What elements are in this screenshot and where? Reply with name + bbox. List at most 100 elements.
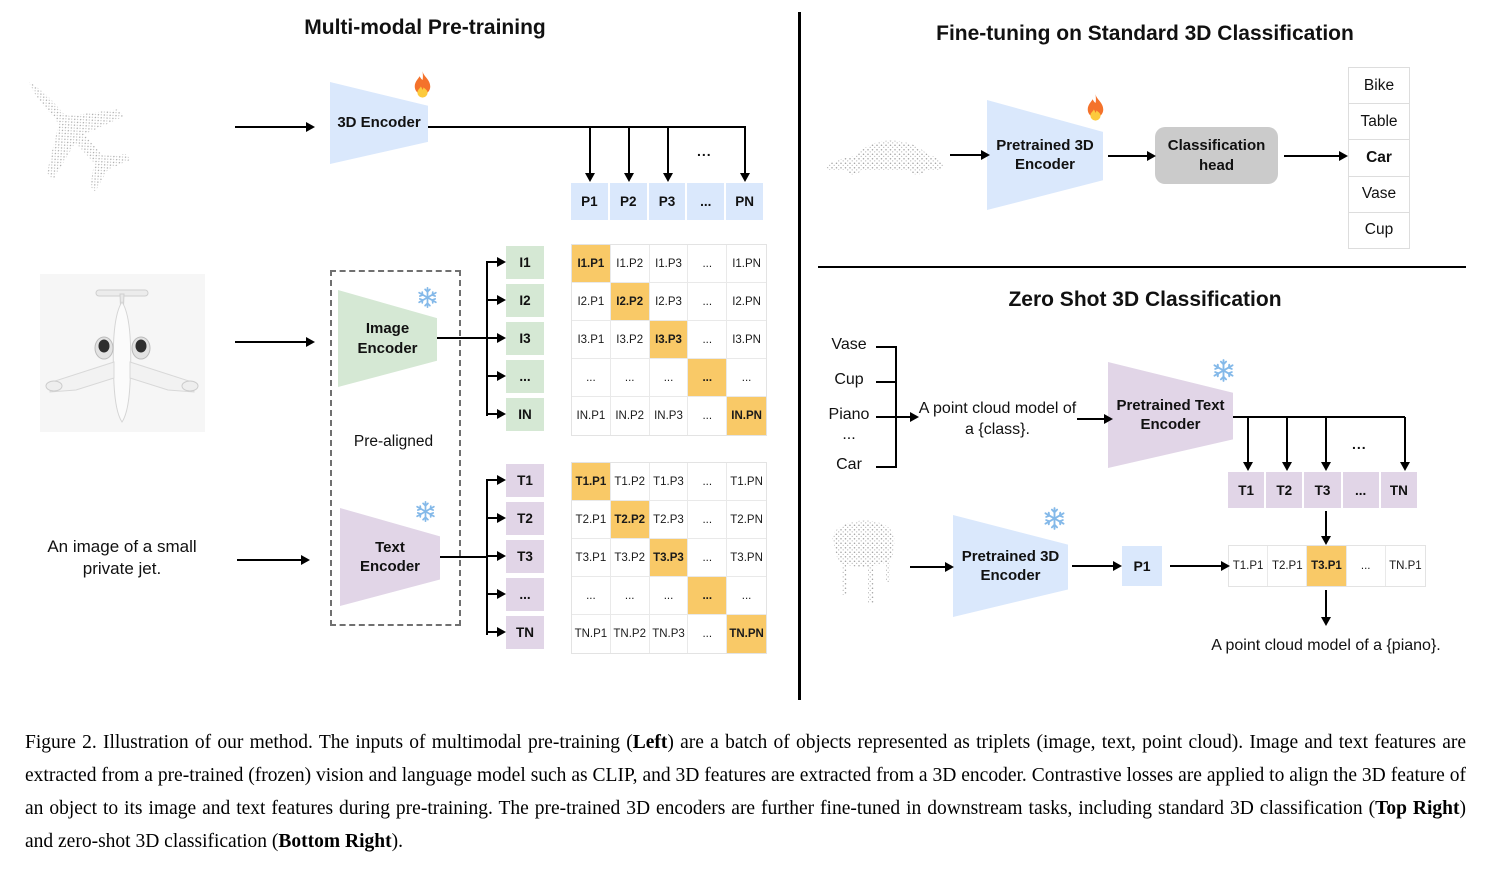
similarity-cell: T2.P1 — [572, 501, 611, 539]
connector-line — [1077, 418, 1105, 420]
similarity-cell: T1.P3 — [649, 463, 689, 501]
p-feature-cell: P2 — [609, 183, 647, 220]
similarity-cell: T3.PN — [727, 539, 766, 577]
similarity-cell: I2.P2 — [610, 283, 650, 321]
similarity-cell: T1.PN — [727, 463, 766, 501]
connector-line — [237, 559, 302, 561]
arrowhead — [497, 409, 506, 419]
similarity-cell: I3.PN — [727, 321, 766, 359]
i-feature-cell: I3 — [506, 322, 544, 355]
connector-line — [950, 154, 982, 156]
snowflake-icon — [1211, 358, 1236, 383]
zeroshot-class-label: Cup — [834, 371, 864, 388]
arrowhead — [497, 627, 506, 637]
zeroshot-class-label: Car — [836, 456, 862, 473]
connector-line — [1233, 416, 1405, 418]
class-item: Vase — [1349, 176, 1409, 213]
arrowhead — [497, 475, 506, 485]
connector-line — [1170, 565, 1222, 567]
arrowhead — [1321, 462, 1331, 471]
similarity-cell: ... — [649, 359, 689, 397]
prealigned-box — [330, 270, 461, 626]
arrowhead — [1321, 617, 1331, 626]
connector-line — [486, 262, 488, 416]
arrowhead — [1104, 414, 1113, 424]
similarity-cell: I1.PN — [727, 245, 766, 283]
similarity-cell: TN.P3 — [649, 615, 689, 653]
caption-bold-segment: Left — [632, 732, 668, 753]
similarity-cell: I2.P1 — [572, 283, 611, 321]
similarity-cell: T1.P1 — [572, 463, 611, 501]
ellipsis: ... — [1352, 436, 1367, 452]
class-item: Cup — [1349, 212, 1409, 248]
similarity-cell: IN.P3 — [649, 397, 689, 435]
vertical-divider — [798, 12, 801, 700]
similarity-cell: I2.P3 — [649, 283, 689, 321]
t-feature-cell: T3 — [506, 540, 544, 573]
finetune-title: Fine-tuning on Standard 3D Classificatio… — [936, 22, 1354, 45]
similarity-cell: I1.P3 — [649, 245, 689, 283]
similarity-cell: TN.PN — [727, 615, 766, 653]
connector-line — [1284, 155, 1340, 157]
pretraining-title: Multi-modal Pre-training — [304, 16, 546, 39]
connector-line — [1286, 417, 1288, 463]
similarity-cell: ... — [610, 577, 650, 615]
connector-line — [1404, 417, 1406, 463]
similarity-cell: ... — [610, 359, 650, 397]
t-feature-cell: ... — [506, 578, 544, 611]
similarity-cell: IN.P2 — [610, 397, 650, 435]
i-feature-cell: I1 — [506, 246, 544, 279]
similarity-cell: I3.P1 — [572, 321, 611, 359]
classification-head: Classification head — [1155, 127, 1278, 184]
arrowhead — [306, 122, 315, 132]
similarity-cell: ... — [727, 577, 766, 615]
connector-line — [895, 346, 897, 468]
connector-line — [428, 126, 746, 128]
i-feature-cell: ... — [506, 360, 544, 393]
similarity-cell: I1.P1 — [572, 245, 611, 283]
similarity-cell: ... — [572, 577, 611, 615]
arrowhead — [1243, 462, 1253, 471]
connector-line — [486, 479, 488, 635]
connector-line — [876, 346, 895, 348]
arrowhead — [1221, 561, 1230, 571]
arrowhead — [585, 173, 595, 182]
prealigned-label: Pre-aligned — [353, 433, 434, 450]
arrowhead — [497, 333, 506, 343]
similarity-cell: T2.P2 — [610, 501, 650, 539]
similarity-cell: ... — [688, 397, 728, 435]
similarity-cell: T3.P1 — [1307, 546, 1347, 586]
airplane-point-cloud — [28, 81, 131, 192]
connector-line — [486, 631, 498, 633]
snowflake-icon — [1042, 506, 1067, 531]
similarity-cell: TN.P1 — [572, 615, 611, 653]
t-feature-cell: T2 — [1266, 472, 1303, 508]
similarity-cell: I1.P2 — [610, 245, 650, 283]
arrowhead — [663, 173, 673, 182]
similarity-cell: ... — [688, 245, 728, 283]
text-point-similarity-matrix: T1.P1 T1.P2 T1.P3... T1.PN T2.P1 T2.P2 T2.P3..… — [571, 462, 767, 654]
connector-line — [235, 126, 307, 128]
arrowhead — [1113, 561, 1122, 571]
caption-segment: ) are a batch of objects represented as … — [25, 732, 1466, 820]
similarity-cell: ... — [688, 359, 728, 397]
t-feature-row: T1 T2 T3... TN — [1228, 472, 1417, 508]
connector-line — [486, 375, 498, 377]
connector-line — [235, 341, 307, 343]
car-point-cloud — [826, 140, 944, 175]
connector-line — [486, 299, 498, 301]
prompt-template: A point cloud model of a {class}. — [918, 400, 1077, 438]
zeroshot-result-text: A point cloud model of a {piano}. — [1211, 637, 1441, 654]
similarity-cell: T2.PN — [727, 501, 766, 539]
horizontal-divider — [818, 266, 1466, 268]
arrowhead — [624, 173, 634, 182]
similarity-cell: T2.P1 — [1268, 546, 1308, 586]
caption-segment: Figure 2. Illustration of our method. Th… — [25, 732, 633, 753]
t-feature-cell: ... — [1342, 472, 1379, 508]
class-item: Table — [1349, 104, 1409, 141]
connector-line — [486, 413, 498, 415]
arrowhead — [1339, 151, 1348, 161]
zeroshot-class-label: ... — [842, 426, 856, 443]
similarity-cell: ... — [688, 577, 728, 615]
